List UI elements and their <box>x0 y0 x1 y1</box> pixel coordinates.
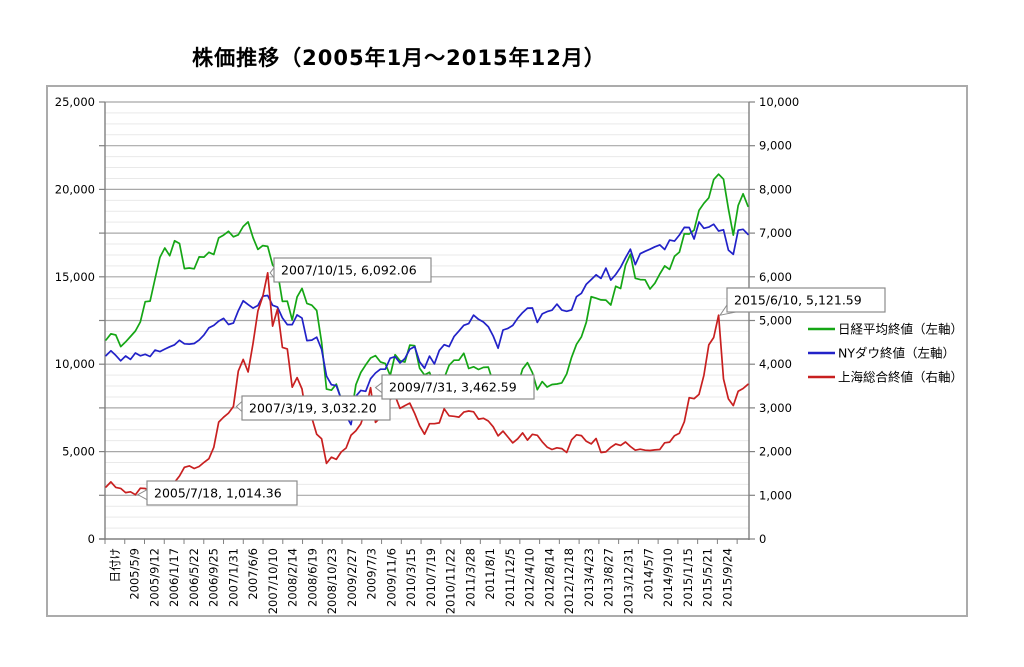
annotation-box <box>726 287 886 313</box>
annotation-callout-4: 2015/6/10, 5,121.59 <box>718 287 886 316</box>
x-axis-tick-label: 2007/1/31 <box>226 548 240 607</box>
right-axis-tick-label: 3,000 <box>759 401 792 415</box>
x-axis-tick-label: 2014/9/10 <box>661 548 675 607</box>
x-axis-tick-label: 2013/4/23 <box>582 548 596 607</box>
x-axis-tick-label: 2006/5/22 <box>187 548 201 607</box>
annotation-callout-1: 2007/3/19, 3,032.20 <box>235 395 391 421</box>
x-axis-tick-label: 2006/1/17 <box>167 548 181 607</box>
right-axis-labels: 0 1,000 2,000 3,000 4,000 5,000 6,000 7,000 8,00… <box>749 95 799 546</box>
x-axis-tick-label: 2015/1/15 <box>681 548 695 607</box>
annotation-box <box>241 395 391 421</box>
left-axis-tick-label: 25,000 <box>55 95 95 109</box>
x-axis-tick-label: 2005/5/9 <box>128 548 142 600</box>
series-line-1 <box>105 221 749 426</box>
annotation-callout-3: 2009/7/31, 3,462.59 <box>374 374 535 400</box>
x-axis-labels: 日付け 2005/5/9 2005/9/12 2006/1/17 2006/5/22 20… <box>104 539 738 614</box>
stock-line-chart: 0 5,000 10,000 15,000 20,000 25,000 0 1,000 2,00… <box>55 95 963 614</box>
annotation-label: 2009/7/31, 3,462.59 <box>389 380 517 395</box>
right-axis-tick-label: 4,000 <box>759 357 792 371</box>
annotation-callout-2: 2007/10/15, 6,092.06 <box>269 257 432 283</box>
x-axis-tick-label: 2013/12/31 <box>621 548 635 614</box>
x-axis-tick-label: 2010/7/19 <box>424 548 438 607</box>
annotation-label: 2007/3/19, 3,032.20 <box>249 401 377 416</box>
left-axis-labels: 0 5,000 10,000 15,000 20,000 25,000 <box>55 95 105 546</box>
x-axis-tick-label: 2015/5/21 <box>701 548 715 607</box>
chart-title: 株価推移（2005年1月～2015年12月） <box>192 46 606 70</box>
annotation-label: 2015/6/10, 5,121.59 <box>734 293 862 308</box>
series-line-0 <box>105 173 749 417</box>
x-axis-tick-label: 2015/9/24 <box>720 548 734 607</box>
left-axis-tick-label: 10,000 <box>55 357 95 371</box>
left-axis-tick-label: 0 <box>88 532 95 546</box>
right-axis-tick-label: 0 <box>759 532 766 546</box>
x-axis-tick-label: 2014/5/7 <box>641 548 655 600</box>
right-axis-tick-label: 9,000 <box>759 139 792 153</box>
x-axis-tick-label: 2008/6/19 <box>305 548 319 607</box>
x-axis-tick-label: 2008/2/14 <box>286 548 300 607</box>
annotation-leader <box>235 400 243 413</box>
annotation-box <box>381 374 535 400</box>
legend-label: 日経平均終値（左軸） <box>838 322 963 337</box>
x-axis-tick-label: 2011/8/1 <box>483 548 497 600</box>
annotation-label: 2005/7/18, 1,014.36 <box>154 486 282 501</box>
right-axis-tick-label: 7,000 <box>759 226 792 240</box>
x-axis-tick-label: 2006/9/25 <box>207 548 221 607</box>
annotation-box <box>146 480 298 506</box>
x-axis-tick-label: 2010/3/15 <box>404 548 418 607</box>
x-axis-tick-label: 2011/12/5 <box>503 548 517 607</box>
right-axis-tick-label: 5,000 <box>759 314 792 328</box>
annotation-label: 2007/10/15, 6,092.06 <box>281 263 417 278</box>
x-axis-tick-label: 2012/8/14 <box>542 548 556 607</box>
right-axis-tick-label: 6,000 <box>759 270 792 284</box>
right-axis-tick-label: 2,000 <box>759 445 792 459</box>
right-axis-tick-label: 8,000 <box>759 182 792 196</box>
right-axis-tick-label: 1,000 <box>759 488 792 502</box>
series-line-2 <box>105 271 749 496</box>
x-axis-tick-label: 日付け <box>108 548 122 583</box>
x-axis-tick-label: 2007/10/10 <box>266 548 280 614</box>
legend-label: 上海総合終値（右軸） <box>838 370 963 385</box>
right-axis-tick-label: 10,000 <box>759 95 799 109</box>
x-axis-tick-label: 2009/2/27 <box>345 548 359 607</box>
x-axis-tick-label: 2010/11/22 <box>444 548 458 614</box>
gridlines <box>105 101 749 529</box>
left-axis-tick-label: 5,000 <box>62 445 95 459</box>
legend: 日経平均終値（左軸） NYダウ終値（左軸） 上海総合終値（右軸） <box>808 322 963 385</box>
x-axis-tick-label: 2013/8/27 <box>602 548 616 607</box>
legend-label: NYダウ終値（左軸） <box>838 346 955 361</box>
x-axis-tick-label: 2008/10/23 <box>325 548 339 614</box>
x-axis-tick-label: 2011/3/28 <box>463 548 477 607</box>
legend-item-2: 上海総合終値（右軸） <box>808 370 963 385</box>
left-axis-tick-label: 15,000 <box>55 270 95 284</box>
x-axis-tick-label: 2007/6/6 <box>246 548 260 600</box>
left-axis-tick-label: 20,000 <box>55 182 95 196</box>
annotation-leader <box>374 381 383 394</box>
x-axis-tick-label: 2005/9/12 <box>147 548 161 607</box>
x-axis-tick-label: 2012/12/18 <box>562 548 576 614</box>
chart-frame: 0 5,000 10,000 15,000 20,000 25,000 0 1,000 2,00… <box>46 85 968 617</box>
x-axis-tick-label: 2009/11/6 <box>384 548 398 607</box>
legend-item-0: 日経平均終値（左軸） <box>808 322 963 337</box>
annotation-box <box>273 257 432 283</box>
x-axis-tick-label: 2009/7/3 <box>365 548 379 600</box>
annotation-callout-0: 2005/7/18, 1,014.36 <box>136 480 298 506</box>
legend-item-1: NYダウ終値（左軸） <box>808 346 955 361</box>
x-axis-tick-label: 2012/4/10 <box>523 548 537 607</box>
annotation-leader <box>136 488 148 501</box>
